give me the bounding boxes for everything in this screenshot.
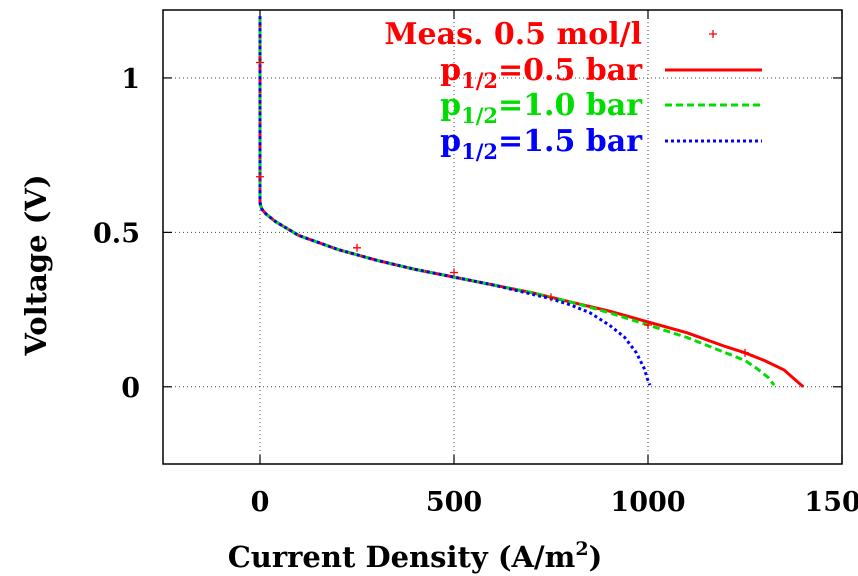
legend-label-series-3: p1/2=1.5 bar bbox=[440, 124, 643, 164]
x-tick-label: 500 bbox=[426, 487, 482, 518]
x-axis-label-superscript: 2 bbox=[575, 538, 588, 560]
measurement-markers bbox=[256, 58, 749, 357]
legend-label-main: p bbox=[440, 53, 461, 88]
legend-label-main: p bbox=[440, 124, 461, 159]
legend-label-measured: Meas. 0.5 mol/l bbox=[384, 17, 642, 52]
legend-label-series-2: p1/2=1.0 bar bbox=[440, 88, 643, 128]
y-tick-label: 0.5 bbox=[93, 218, 140, 249]
legend-label-series-1: p1/2=0.5 bar bbox=[440, 53, 643, 93]
tick-marks bbox=[163, 10, 843, 464]
x-axis-label: Current Density (A/m2) bbox=[228, 538, 603, 574]
measurement-marker bbox=[547, 293, 555, 302]
series-layer bbox=[258, 16, 805, 388]
measurement-marker bbox=[644, 321, 652, 330]
measurement-marker bbox=[741, 348, 749, 357]
legend-label-subscript: 1/2 bbox=[461, 68, 498, 93]
legend-label-subscript: 1/2 bbox=[461, 103, 498, 128]
x-axis-label-suffix: ) bbox=[589, 540, 603, 574]
legend-label-main: p bbox=[440, 88, 461, 123]
legend-label-rest: =0.5 bar bbox=[498, 53, 643, 88]
legend-marker-measured bbox=[709, 30, 717, 38]
x-tick-label: 0 bbox=[251, 487, 270, 518]
x-tick-label: 1000 bbox=[610, 487, 685, 518]
legend-label-rest: =1.0 bar bbox=[498, 88, 643, 123]
x-axis-label-main: Current Density (A/m bbox=[228, 540, 576, 574]
legend-label-subscript: 1/2 bbox=[461, 139, 498, 164]
measurement-marker bbox=[256, 58, 264, 67]
measurement-marker bbox=[256, 172, 264, 181]
plot-frame bbox=[162, 9, 843, 465]
y-axis-label: Voltage (V) bbox=[19, 174, 53, 356]
y-tick-label: 0 bbox=[121, 373, 140, 404]
measurement-marker bbox=[450, 268, 458, 277]
y-tick-label: 1 bbox=[121, 64, 140, 95]
series-line-2 bbox=[258, 16, 776, 387]
legend-label-rest: =1.5 bar bbox=[498, 124, 643, 159]
measurement-marker bbox=[353, 243, 361, 252]
series-line-3 bbox=[258, 16, 652, 386]
